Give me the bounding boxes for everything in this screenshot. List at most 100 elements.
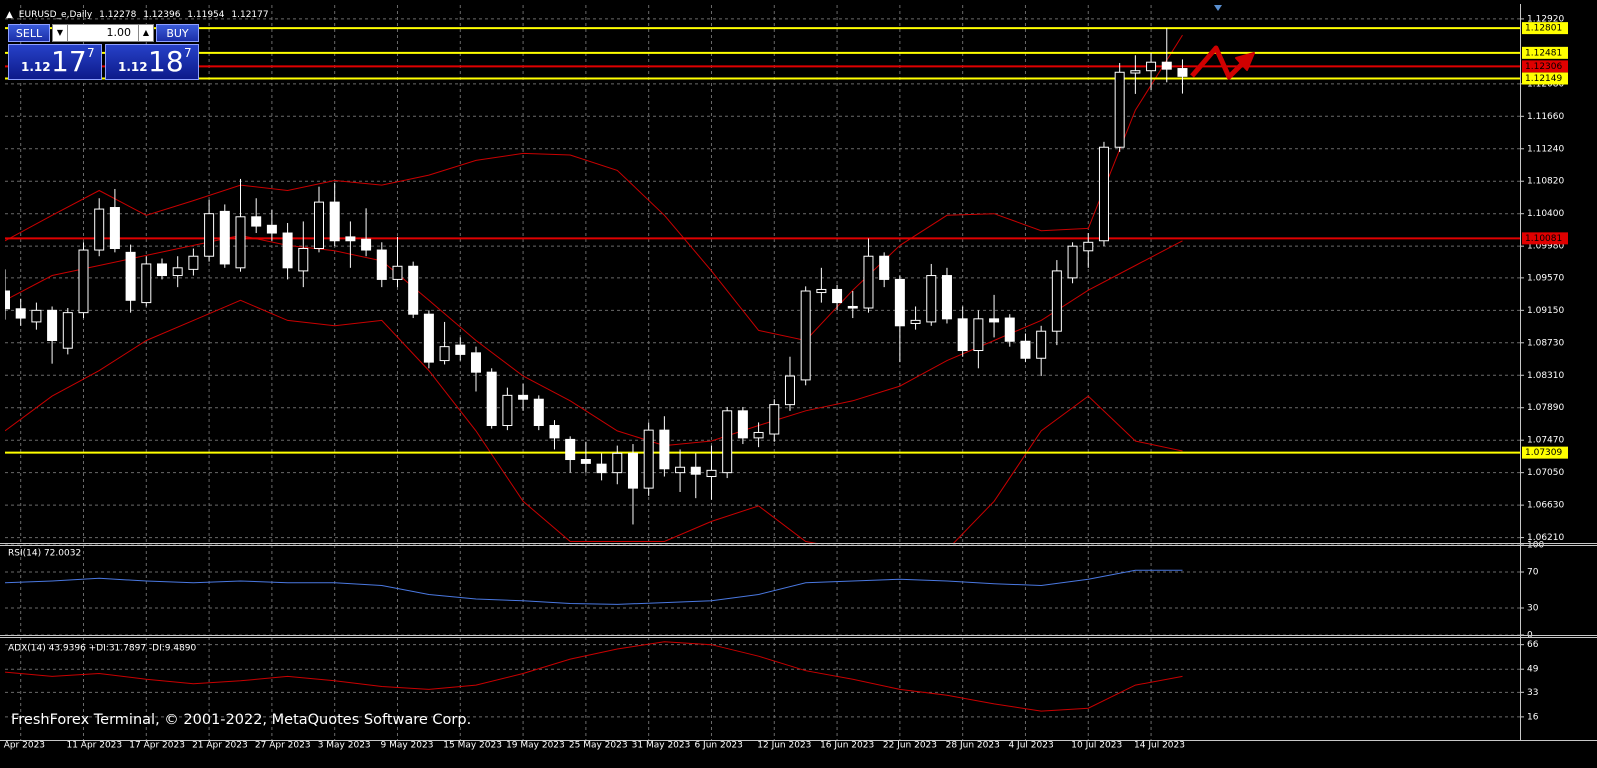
candle-body [612,452,623,474]
y-tick-label: 30 [1527,604,1539,614]
y-tick-label: 1.09980 [1527,242,1564,252]
header: ▲ EURUSD_e,Daily 1.12278 1.12396 1.11954… [6,10,269,20]
candle-body [1051,270,1062,332]
candle-body [941,275,952,320]
header-icon: ▲ [6,10,13,20]
y-tick-label: 33 [1527,688,1538,698]
rsi-pane [5,569,1183,605]
candle-body [251,216,262,227]
bid-quote[interactable]: 1.12 17 7 [8,44,102,80]
y-tick-label: 49 [1527,665,1539,675]
candle-body [282,232,293,269]
watermark: FreshForex Terminal, © 2001-2022, MetaQu… [11,712,471,728]
candle-body [1146,61,1157,72]
x-tick-label: 17 Apr 2023 [129,741,185,751]
ask-quote[interactable]: 1.12 18 7 [105,44,199,80]
candle-body [973,318,984,352]
candle-body [847,305,858,309]
candle-body [156,263,167,277]
y-tick-label: 1.07890 [1527,403,1564,413]
candle-body [188,255,199,270]
candle-body [1036,330,1047,359]
y-tick-label: 1.11660 [1527,112,1564,122]
sell-button[interactable]: SELL [8,24,50,42]
candle-body [863,255,874,309]
lot-dropdown[interactable]: ▼ [53,25,68,41]
symbol: EURUSD_e,Daily [19,10,93,20]
candle-body [15,308,26,319]
candle-body [690,466,701,475]
level-label: 1.12149 [1525,74,1562,84]
level-label: 1.07309 [1525,448,1562,458]
candle-body [737,410,748,439]
y-tick-label: 1.08730 [1527,338,1564,348]
candle-body [533,398,544,427]
candle-body [455,344,466,355]
candle-body [816,288,827,294]
arrow-head [1235,52,1255,71]
candle-body [408,265,419,315]
lot-up[interactable]: ▲ [138,25,153,41]
header-close: 1.12177 [231,10,268,20]
candle-body [392,265,403,280]
level-label-bg [1522,60,1568,73]
lot-field[interactable]: ▼ 1.00 ▲ [52,24,154,42]
candle-body [753,431,764,439]
band-line [5,34,1183,342]
candle-body [926,275,937,323]
candle-body [565,438,576,461]
y-tick-label: 1.10820 [1527,177,1564,187]
ask-point: 7 [184,46,192,60]
candle-body [423,313,434,363]
candle-body [78,249,89,314]
candle-body [329,201,340,242]
y-tick-label: 1.10400 [1527,209,1564,219]
candle-body [266,224,277,234]
x-tick-label: Apr 2023 [4,741,45,751]
buy-button[interactable]: BUY [156,24,199,42]
candle-body [62,312,73,349]
candle-body [879,255,890,280]
x-tick-label: 22 Jun 2023 [883,741,937,751]
candle-body [580,459,591,464]
x-tick-label: 16 Jun 2023 [820,741,874,751]
candle-body [800,290,811,381]
band-line [5,299,1183,543]
candle-body [989,318,1000,323]
level-label: 1.12306 [1525,62,1562,72]
candle-body [298,247,309,272]
x-tick-label: 4 Jul 2023 [1008,741,1053,751]
frame [0,4,1597,741]
one-click-trading-panel: SELL ▼ 1.00 ▲ BUY 1.12 17 7 1.12 18 7 [8,22,199,80]
candle-body [769,404,780,435]
header-high: 1.12396 [143,10,180,20]
bid-big-figure: 1.12 [21,60,51,74]
x-tick-label: 28 Jun 2023 [946,741,1000,751]
y-tick-label: 70 [1527,568,1539,578]
rsi-title: RSI(14) 72.0032 [8,549,81,559]
x-tick-label: 11 Apr 2023 [66,741,122,751]
candle-body [94,208,105,251]
candle-body [47,309,58,341]
level-label: 1.12801 [1525,24,1562,34]
candle-body [957,318,968,352]
y-tick-label: 66 [1527,640,1539,650]
level-label: 1.10081 [1525,234,1562,244]
x-tick-label: 6 Jun 2023 [694,741,742,751]
x-tick-label: 15 May 2023 [443,741,502,751]
x-tick-label: 19 May 2023 [506,741,565,751]
lot-value[interactable]: 1.00 [106,26,132,39]
candle-body [706,469,717,478]
candle-body [313,201,324,249]
candle-body [1004,317,1015,342]
candle-body [5,290,10,310]
level-label-bg [1522,446,1568,459]
y-tick-label: 1.07470 [1527,436,1564,446]
candle-body [1098,146,1109,242]
ask-big-figure: 1.12 [118,60,148,74]
candle-body [1177,68,1188,77]
y-tick-label: 1.11240 [1527,144,1564,154]
